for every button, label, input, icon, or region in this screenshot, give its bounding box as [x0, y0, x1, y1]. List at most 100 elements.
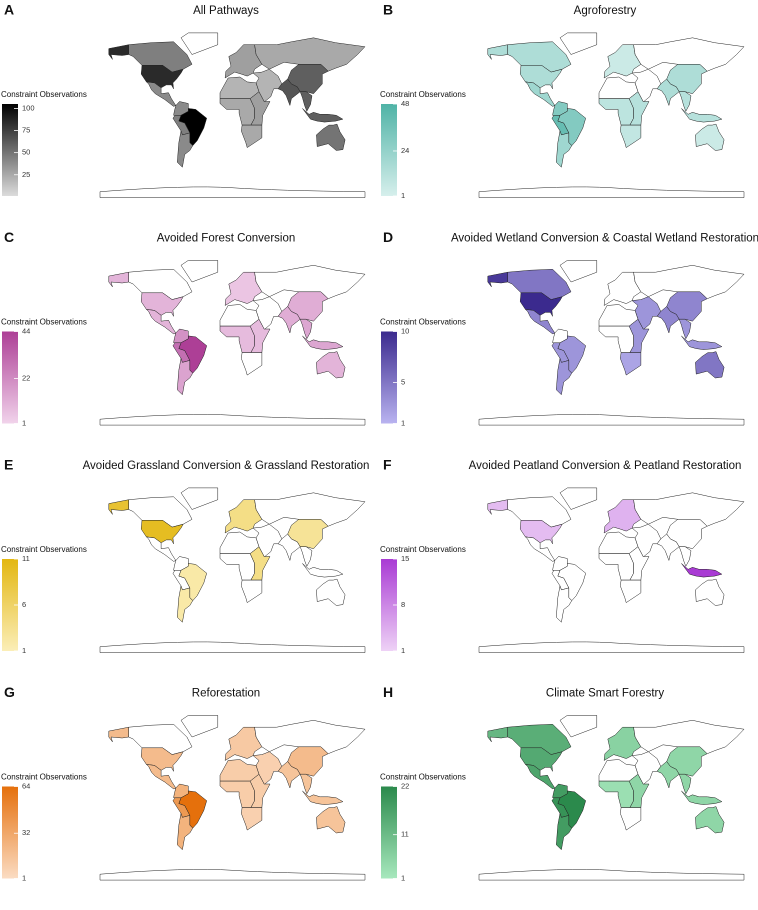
- legend-colorbar: [381, 786, 397, 879]
- panel-letter: E: [4, 457, 13, 473]
- country: [219, 76, 260, 99]
- country-no-data: [695, 578, 725, 606]
- country-no-data: [219, 531, 260, 554]
- country: [219, 98, 255, 126]
- legend-tick-label: 6: [22, 600, 26, 609]
- country: [177, 584, 194, 623]
- country: [598, 780, 634, 808]
- antarctica: [99, 641, 366, 653]
- panel: A All Pathways Constraint Observations 25 50…: [1, 2, 366, 198]
- country: [287, 291, 329, 322]
- country-no-data: [631, 751, 662, 785]
- panel-title: All Pathways: [193, 5, 259, 17]
- country-no-data: [633, 37, 745, 72]
- country: [302, 335, 344, 350]
- country-no-data: [598, 325, 634, 353]
- legend-title: Constraint Observations: [1, 773, 87, 782]
- legend-title: Constraint Observations: [380, 773, 466, 782]
- legend-tick-label: 64: [22, 781, 30, 790]
- country: [177, 812, 194, 851]
- country: [254, 37, 366, 72]
- country: [241, 807, 263, 831]
- legend-tick-label: 11: [22, 554, 30, 563]
- country-no-data: [620, 807, 642, 831]
- landmass: [559, 260, 598, 283]
- legend-tick-label: 32: [22, 828, 30, 837]
- country: [556, 129, 573, 168]
- country: [487, 726, 508, 743]
- legend-tick-label: 75: [22, 126, 30, 135]
- panel-title: Avoided Peatland Conversion & Peatland R…: [469, 460, 742, 472]
- country-no-data: [252, 296, 283, 330]
- landmass: [559, 32, 598, 55]
- legend-title: Constraint Observations: [380, 90, 466, 99]
- country: [219, 325, 255, 353]
- country-no-data: [241, 579, 263, 603]
- country: [666, 746, 708, 777]
- country: [177, 357, 194, 396]
- country: [252, 751, 283, 785]
- panel: E Avoided Grassland Conversion & Grasslan…: [1, 457, 369, 655]
- country: [316, 351, 346, 379]
- country-no-data: [620, 579, 642, 603]
- country: [108, 499, 129, 515]
- country-no-data: [631, 523, 662, 557]
- panel-letter: B: [383, 2, 393, 18]
- country-no-data: [598, 759, 639, 782]
- landmass: [559, 487, 598, 510]
- country-no-data: [598, 304, 639, 327]
- panel: H Climate Smart Forestry Constraint Observ…: [380, 684, 745, 882]
- country-no-data: [241, 352, 263, 376]
- country: [598, 98, 634, 126]
- country-no-data: [254, 265, 366, 299]
- country-no-data: [598, 531, 639, 554]
- country-no-data: [633, 720, 745, 754]
- legend-colorbar: [2, 559, 18, 651]
- country: [678, 318, 692, 340]
- panel-letter: C: [4, 229, 14, 245]
- legend-tick-label: 24: [401, 146, 409, 155]
- legend-tick-label: 5: [401, 378, 405, 387]
- panel-letter: A: [4, 2, 14, 18]
- country-no-data: [252, 523, 283, 557]
- country: [287, 746, 329, 777]
- legend-tick-label: 10: [401, 326, 409, 335]
- country-no-data: [678, 546, 692, 567]
- country: [620, 352, 642, 376]
- legend-tick-label: 1: [401, 873, 405, 882]
- legend-tick-label: 1: [22, 873, 26, 882]
- antarctica: [478, 186, 745, 198]
- country-no-data: [316, 578, 346, 606]
- legend-colorbar: [2, 104, 18, 196]
- country-no-data: [633, 492, 745, 527]
- legend-colorbar: [381, 104, 397, 196]
- panel-title: Climate Smart Forestry: [546, 688, 664, 700]
- legend-title: Constraint Observations: [380, 318, 466, 327]
- legend-tick-label: 44: [22, 326, 30, 335]
- landmass: [180, 487, 219, 510]
- country-no-data: [302, 563, 344, 578]
- country: [219, 759, 260, 782]
- country: [681, 563, 723, 578]
- legend-tick-label: 100: [22, 103, 35, 112]
- legend-colorbar: [2, 331, 18, 424]
- country: [287, 519, 329, 549]
- country-no-data: [598, 553, 634, 581]
- legend-colorbar: [381, 331, 397, 424]
- country-no-data: [219, 304, 260, 327]
- antarctica: [478, 641, 745, 653]
- landmass: [180, 715, 219, 738]
- country: [666, 291, 708, 322]
- country: [299, 91, 313, 112]
- legend-tick-label: 1: [22, 418, 26, 427]
- country: [666, 64, 708, 94]
- antarctica: [99, 186, 366, 198]
- panel-title: Avoided Grassland Conversion & Grassland…: [83, 460, 370, 472]
- country: [681, 790, 723, 805]
- country: [241, 124, 263, 148]
- legend-tick-label: 8: [401, 600, 405, 609]
- panel: B Agroforestry Constraint Observations 1 24 4…: [380, 2, 745, 200]
- legend-tick-label: 1: [401, 418, 405, 427]
- panel: G Reforestation Constraint Observations 1 32…: [1, 684, 366, 882]
- country: [299, 773, 313, 795]
